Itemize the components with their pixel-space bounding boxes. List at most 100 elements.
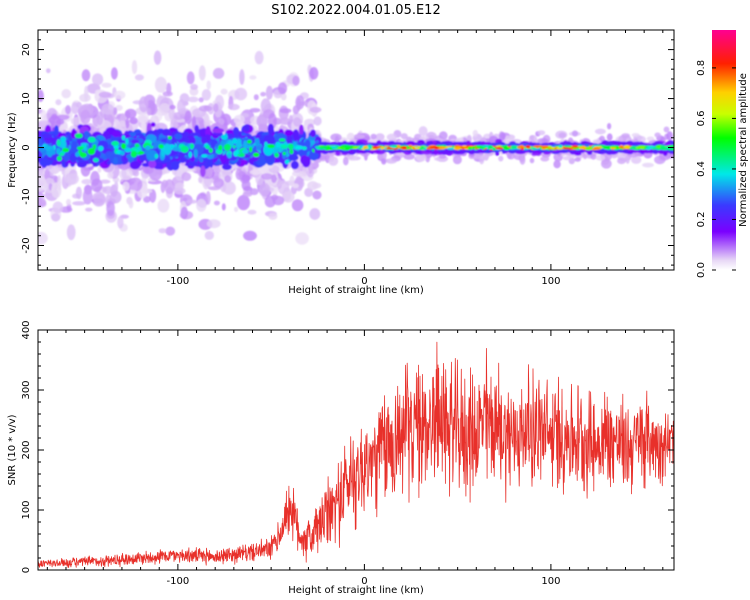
x-tick-label: -100: [167, 576, 190, 587]
heatmap-cell: [200, 165, 206, 178]
heatmap-cell: [75, 186, 82, 200]
heatmap-cell: [114, 180, 119, 192]
heatmap-cell: [130, 150, 137, 158]
heatmap-cell: [346, 132, 355, 141]
heatmap-cell: [121, 168, 127, 179]
heatmap-cell: [169, 127, 177, 132]
heatmap-cell: [528, 134, 538, 144]
heatmap-cell: [622, 157, 628, 162]
heatmap-y-label: Frequency (Hz): [7, 112, 18, 188]
heatmap-cell: [115, 104, 123, 111]
heatmap-cell: [631, 149, 640, 153]
heatmap-cell: [190, 143, 194, 149]
heatmap-cell: [370, 133, 377, 140]
heatmap-cell: [277, 82, 288, 95]
heatmap-cell: [438, 154, 447, 159]
heatmap-cell: [145, 145, 151, 151]
heatmap-cell: [165, 226, 176, 236]
heatmap-cell: [375, 133, 385, 141]
colorbar-tick-label: 0.2: [696, 212, 707, 228]
heatmap-cell: [301, 155, 311, 168]
heatmap-cell: [319, 145, 329, 148]
heatmap-cell: [224, 175, 231, 183]
figure-title: S102.2022.004.01.05.E12: [271, 3, 440, 18]
heatmap-cell: [87, 148, 96, 155]
heatmap-cell: [232, 145, 236, 149]
heatmap-cell: [121, 135, 126, 141]
heatmap-cell: [227, 103, 240, 111]
heatmap-cell: [150, 122, 156, 127]
heatmap-cell: [76, 146, 84, 150]
heatmap-cell: [343, 156, 349, 166]
heatmap-cell: [498, 155, 504, 162]
heatmap-cell: [377, 152, 384, 161]
heatmap-cell: [131, 139, 140, 144]
heatmap-cell: [51, 182, 62, 199]
heatmap-cell: [302, 146, 307, 151]
heatmap-cell: [106, 200, 115, 216]
heatmap-cell: [254, 50, 264, 65]
heatmap-cell: [631, 133, 640, 138]
heatmap-cell: [118, 120, 126, 128]
heatmap-cell: [349, 141, 355, 146]
heatmap-cell: [277, 180, 290, 195]
heatmap-cell: [185, 199, 198, 204]
heatmap-cell: [312, 182, 322, 189]
heatmap-cell: [91, 178, 103, 193]
heatmap-cell: [82, 188, 93, 205]
heatmap-cell: [233, 114, 245, 125]
heatmap-cell: [289, 175, 295, 187]
heatmap-cell: [65, 105, 71, 115]
heatmap-cell: [52, 201, 64, 214]
heatmap-cell: [454, 147, 463, 149]
heatmap-cell: [290, 160, 299, 170]
heatmap-cell: [438, 146, 446, 150]
heatmap-cell: [291, 199, 304, 212]
heatmap-cell: [81, 69, 91, 82]
heatmap-cell: [212, 128, 225, 134]
heatmap-cell: [247, 209, 257, 215]
heatmap-cell: [187, 161, 199, 167]
heatmap-cell: [243, 230, 257, 241]
heatmap-cell: [447, 147, 455, 150]
heatmap-cell: [174, 133, 183, 140]
heatmap-cell: [140, 121, 147, 133]
heatmap-cell: [296, 97, 301, 112]
heatmap-cell: [51, 213, 61, 222]
heatmap-cell: [531, 152, 541, 156]
heatmap-cell: [143, 196, 151, 203]
heatmap-cell: [284, 129, 294, 136]
heatmap-cell: [221, 203, 226, 211]
heatmap-cell: [184, 110, 192, 125]
colorbar-tick-label: 0.8: [696, 60, 707, 76]
heatmap-cell: [111, 67, 118, 80]
heatmap-cell: [38, 175, 47, 192]
heatmap-cell: [107, 171, 114, 179]
heatmap-cell: [99, 179, 111, 184]
heatmap-cell: [403, 153, 415, 160]
heatmap-cell: [352, 149, 358, 153]
heatmap-cell: [260, 91, 266, 97]
heatmap-cell: [153, 50, 162, 65]
y-tick-label: 400: [21, 320, 32, 339]
heatmap-cell: [201, 136, 208, 144]
heatmap-cell: [190, 84, 198, 90]
heatmap-cell: [354, 134, 365, 139]
heatmap-cell: [433, 149, 439, 155]
heatmap-cell: [241, 179, 251, 191]
heatmap-cell: [109, 190, 122, 204]
heatmap-cell: [101, 103, 115, 115]
heatmap-cell: [138, 96, 149, 113]
heatmap-cell: [481, 145, 488, 148]
heatmap-cell: [249, 169, 262, 175]
heatmap-cell: [590, 153, 597, 160]
heatmap-cell: [607, 123, 612, 130]
heatmap-cell: [74, 133, 83, 139]
heatmap-cell: [289, 149, 294, 155]
heatmap-cell: [637, 136, 646, 143]
colorbar-tick-label: 0.4: [696, 161, 707, 177]
heatmap-cell: [196, 198, 207, 212]
heatmap-cell: [154, 76, 167, 93]
heatmap-cell: [173, 187, 186, 195]
